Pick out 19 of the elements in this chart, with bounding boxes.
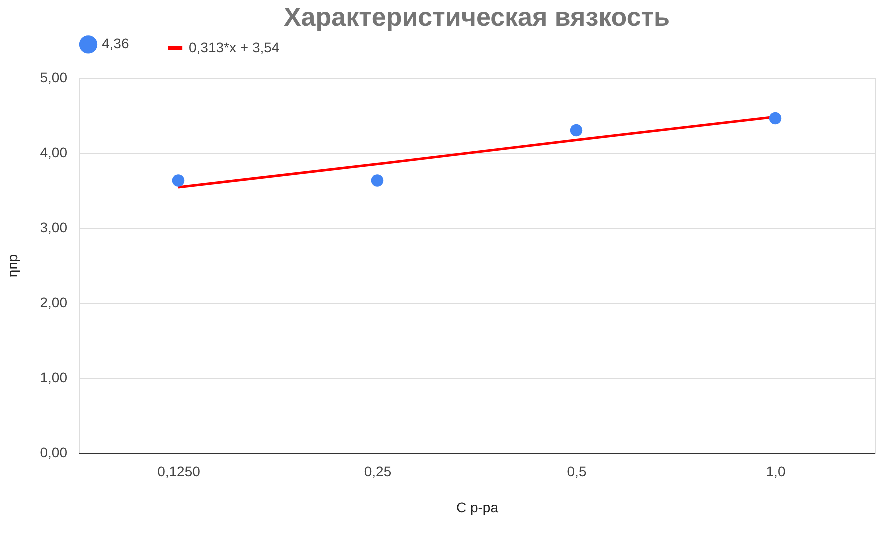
x-tick-label: 0,1250 xyxy=(158,464,201,480)
legend-label: 4,36 xyxy=(102,36,130,52)
y-tick-label: 5,00 xyxy=(40,70,68,86)
point xyxy=(371,174,384,187)
y-tick-label: 2,00 xyxy=(40,294,68,310)
x-tick-label: 1,0 xyxy=(766,464,786,480)
y-tick-label: 3,00 xyxy=(40,220,68,236)
point xyxy=(769,112,782,125)
legend-label: 0,313*x + 3,54 xyxy=(189,39,280,56)
x-tick-label: 0,25 xyxy=(364,464,392,480)
y-tick-label: 4,00 xyxy=(40,144,68,160)
x-tick-label: 0,5 xyxy=(567,464,587,480)
y-tick-label: 0,00 xyxy=(40,444,68,460)
chart-title: Характеристическая вязкость xyxy=(284,2,670,32)
point xyxy=(172,174,185,187)
point xyxy=(570,124,583,137)
y-tick-label: 1,00 xyxy=(40,370,68,386)
x-axis-title: C р-ра xyxy=(456,500,499,516)
y-axis-title: ηпр xyxy=(4,254,20,278)
